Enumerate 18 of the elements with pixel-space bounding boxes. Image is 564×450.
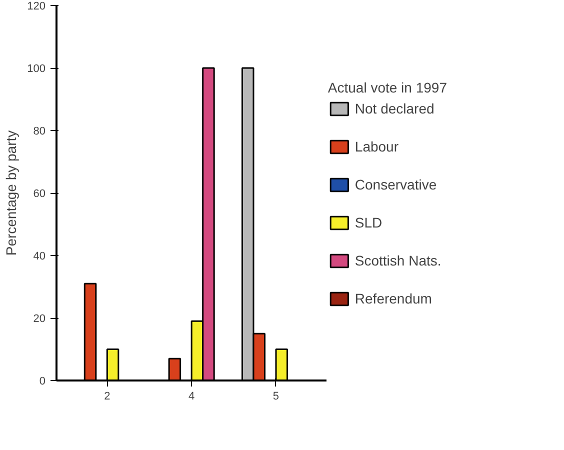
x-tick-label: 4 xyxy=(188,390,195,402)
y-tick-label: 120 xyxy=(27,0,46,12)
legend-label: SLD xyxy=(354,214,382,230)
y-tick-label: 60 xyxy=(33,188,46,200)
legend-label: Labour xyxy=(354,138,398,154)
y-axis-title: Percentage by party xyxy=(3,130,20,256)
y-tick-label: 80 xyxy=(33,126,46,138)
x-tick-label: 2 xyxy=(104,390,110,402)
y-tick-label: 100 xyxy=(27,63,46,75)
legend-label: Conservative xyxy=(354,176,437,192)
y-tick-label: 0 xyxy=(39,376,46,388)
legend-label: Referendum xyxy=(354,290,432,306)
x-tick-label: 5 xyxy=(272,390,280,402)
y-tick-label: 20 xyxy=(33,313,46,325)
y-tick-label: 40 xyxy=(33,250,46,262)
legend-title: Actual vote in 1997 xyxy=(328,79,447,95)
legend-label: Not declared xyxy=(354,100,434,116)
legend-label: Scottish Nats. xyxy=(354,252,442,268)
